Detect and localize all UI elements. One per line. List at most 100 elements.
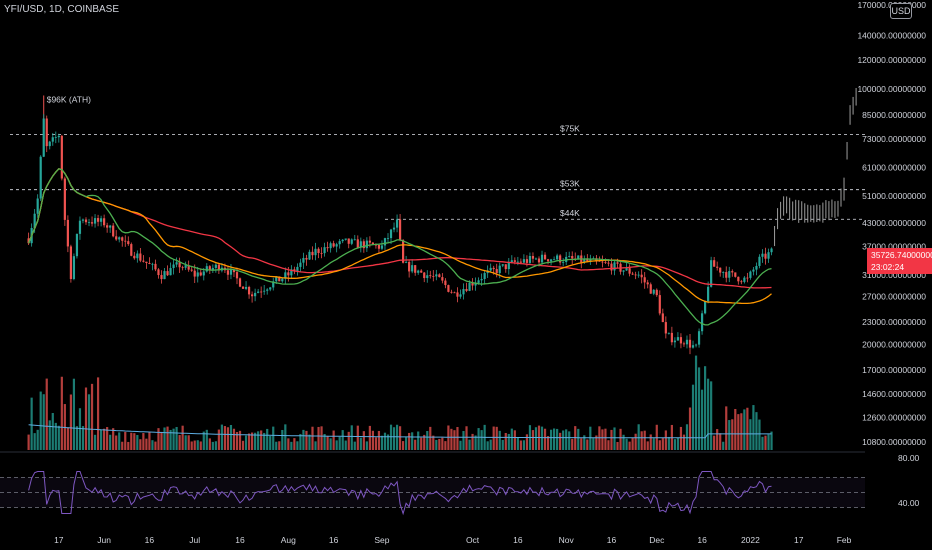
candle-body [254,292,257,297]
volume-bar [480,430,483,450]
candle-body [537,258,541,263]
volume-bar [691,384,695,450]
candle-body [344,238,347,240]
time-axis-label: 17 [794,535,804,545]
candle-body [628,268,631,274]
volume-bar [694,355,698,450]
volume-bar [405,437,408,450]
volume-bar [456,426,459,450]
candle-body [495,269,498,274]
volume-bar [48,420,51,450]
volume-bar [269,435,272,450]
volume-bar [106,427,109,450]
volume-bar [646,441,649,450]
candle-body [471,282,474,286]
volume-bar [323,434,326,450]
volume-bar [426,430,429,450]
candle-body [435,274,438,277]
candle-body [293,269,296,271]
volume-bar [565,429,568,450]
volume-bar [112,428,115,450]
volume-bar [546,436,550,450]
candle-body [767,252,770,259]
candle-body [568,256,571,257]
volume-bar [275,441,278,450]
candle-body [634,274,637,276]
candle-body [507,261,510,270]
candle-body [432,276,435,277]
volume-bar [604,428,607,450]
candle-body [311,251,314,256]
candle-body [649,284,652,294]
volume-bar [66,427,69,450]
time-axis-label: Jun [97,535,111,545]
volume-bar [109,434,112,450]
candle-body [278,276,281,282]
volume-bar [81,426,85,450]
volume-bar [42,394,45,450]
volume-bar [504,432,507,450]
candle-body [374,244,378,246]
volume-bar [251,432,254,450]
volume-bar [525,434,529,450]
candle-body [722,272,725,273]
candle-body [417,270,420,273]
candle-body [214,264,217,268]
candle-body [513,260,516,262]
price-scale-label: 100000.00000000 [857,84,926,94]
volume-bar [571,438,574,450]
volume-bar [770,431,773,450]
currency-button[interactable]: USD [890,3,912,19]
candle-body [81,219,85,221]
volume-bar [459,440,462,450]
volume-bar [516,437,519,450]
volume-bar [489,439,492,450]
candle-body [725,272,728,278]
volume-bar [148,432,151,450]
volume-bar [211,441,214,450]
volume-bar [332,430,335,450]
time-axis-label: Nov [559,535,575,545]
candle-body [211,267,214,270]
volume-bar [468,439,471,450]
candle-body [516,261,519,263]
candle-body [438,274,441,278]
candle-body [549,259,553,262]
candle-body [661,313,664,323]
volume-bar [758,419,761,450]
candle-body [296,266,299,271]
volume-bar [54,422,57,450]
volume-bar [287,438,290,450]
volume-bar [486,441,489,450]
volume-bar [429,426,432,450]
volume-bar [510,428,513,450]
volume-bar [752,405,755,450]
volume-bar [444,441,447,450]
candle-body [284,272,287,279]
volume-bar [728,420,731,450]
candle-body [371,242,374,245]
candle-body [87,222,91,223]
candle-body [305,257,308,260]
candle-body [704,301,707,314]
volume-bar [284,424,287,450]
volume-bar [178,435,181,450]
candle-body [740,281,743,283]
volume-bar [661,437,664,450]
volume-bar [562,430,565,450]
price-scale-label: 20000.00000000 [862,339,926,349]
volume-bar [543,428,547,450]
candle-body [610,263,613,271]
price-scale-label: 51000.00000000 [862,191,926,201]
volume-bar [441,437,444,450]
candle-body [166,271,169,276]
candle-body [154,263,157,270]
volume-bar [492,426,495,450]
candle-body [716,266,719,268]
candle-body [196,272,199,277]
candle-body [127,241,130,245]
time-axis-label: Aug [281,535,296,545]
volume-bar [142,433,145,450]
time-axis-label: 16 [329,535,339,545]
